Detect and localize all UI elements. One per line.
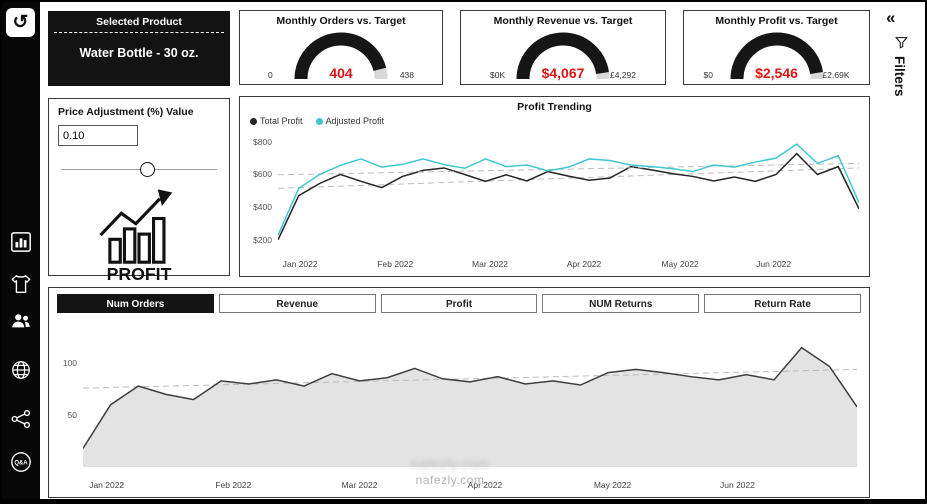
profit-trending-card: Profit Trending Total Profit Adjusted Pr… [239,96,870,277]
metric-selector-card: Num Orders Revenue Profit NUM Returns Re… [48,287,870,498]
apparel-icon[interactable] [10,273,32,295]
tab-return-rate[interactable]: Return Rate [704,294,861,313]
gauge-min: 0 [268,70,273,80]
gauge-max: 438 [399,70,414,80]
qa-icon-label: Q&A [14,460,28,466]
qa-icon[interactable]: Q&A [10,451,32,473]
selected-product-card: Selected Product Water Bottle - 30 oz. [48,11,230,86]
x-tick: May 2022 [593,480,632,490]
gauge-title-profit: Monthly Profit vs. Target [715,15,838,27]
network-icon[interactable] [10,408,32,430]
revenue-gauge: $0K $4,067 £4,292 [488,29,638,81]
orders-gauge: 0 404 438 [266,29,416,81]
y-axis: 100 50 [57,330,81,467]
tab-num-returns[interactable]: NUM Returns [542,294,700,313]
price-slider[interactable] [61,161,217,177]
people-icon[interactable] [10,310,32,332]
tab-profit[interactable]: Profit [380,294,538,313]
x-tick: Apr 2022 [566,259,602,269]
gauge-card-orders: Monthly Orders vs. Target 0 404 438 [239,10,443,85]
y-tick: $400 [253,202,272,213]
selected-product-header: Selected Product [54,11,224,33]
y-axis: $800 $600 $400 $200 [248,132,276,248]
area-chart [83,330,857,467]
plot-area [278,132,859,248]
y-tick: $200 [253,234,272,245]
gauge-min: $0K [490,70,506,80]
line-chart [278,132,859,248]
filter-funnel-icon[interactable] [895,36,908,54]
gauge-card-profit: Monthly Profit vs. Target $0 $2,546 £2.6… [683,10,870,85]
gauge-value: 404 [329,65,353,81]
x-tick: Apr 2022 [467,480,503,490]
legend: Total Profit Adjusted Profit [250,116,384,126]
price-adjustment-title: Price Adjustment (%) Value [58,106,194,118]
y-tick: 50 [67,410,77,421]
x-tick: Jun 2022 [756,259,792,269]
profit-icon-label: PROFIT [107,264,172,283]
gauge-min: $0 [703,70,713,80]
x-tick: Jan 2022 [89,480,125,490]
legend-item-total-profit[interactable]: Total Profit [250,116,303,126]
x-tick: Jan 2022 [282,259,318,269]
y-tick: $600 [253,169,272,180]
collapse-filters-button[interactable]: « [886,8,896,27]
price-slider-handle[interactable] [139,162,155,177]
back-button[interactable]: ↺ [6,8,35,37]
profit-gauge: $0 $2,546 £2.69K [702,29,852,81]
x-tick: Feb 2022 [215,480,252,490]
legend-label: Total Profit [260,116,303,126]
undo-icon: ↺ [12,12,29,33]
y-tick: 100 [62,358,77,369]
gauge-value: $4,067 [541,65,585,81]
price-adjustment-input[interactable] [58,125,138,146]
left-sidebar: ↺ [2,2,40,499]
legend-label: Adjusted Profit [325,116,385,126]
tab-num-orders[interactable]: Num Orders [57,294,214,313]
gauge-max: £2.69K [822,70,850,80]
gauge-card-revenue: Monthly Revenue vs. Target $0K $4,067 £4… [460,10,666,85]
filters-label: Filters [892,56,907,97]
metric-tabs: Num Orders Revenue Profit NUM Returns Re… [57,294,861,313]
bar-chart-icon[interactable] [10,231,32,253]
gauge-title-revenue: Monthly Revenue vs. Target [493,15,633,27]
legend-item-adjusted-profit[interactable]: Adjusted Profit [315,116,385,126]
x-axis: Jan 2022 Feb 2022 Mar 2022 Apr 2022 May 2022… [278,259,859,270]
gauge-max: £4,292 [610,70,636,80]
x-tick: Mar 2022 [341,480,378,490]
num-orders-chart: 100 50 [57,330,857,467]
x-tick: May 2022 [661,259,699,269]
x-axis: Jan 2022 Feb 2022 Mar 2022 Apr 2022 May 2022… [83,480,857,491]
legend-dot [250,117,257,125]
slider-track [61,169,217,170]
price-adjustment-card: Price Adjustment (%) Value PROFIT [48,98,230,283]
y-tick: $800 [253,136,272,147]
tab-revenue[interactable]: Revenue [218,294,376,313]
filters-panel: « Filters [881,2,925,499]
profit-icon: PROFIT [99,189,173,283]
gauge-title-orders: Monthly Orders vs. Target [276,15,406,27]
gauge-value: $2,546 [755,65,798,81]
legend-dot [315,117,323,125]
globe-icon[interactable] [10,359,32,381]
plot-area [83,330,857,467]
profit-trend-chart: $800 $600 $400 $200 [248,132,859,248]
x-tick: Mar 2022 [472,259,508,269]
x-tick: Feb 2022 [377,259,414,269]
profit-trending-title: Profit Trending [517,101,592,113]
x-tick: Jun 2022 [720,480,755,490]
selected-product-value: Water Bottle - 30 oz. [79,46,199,60]
